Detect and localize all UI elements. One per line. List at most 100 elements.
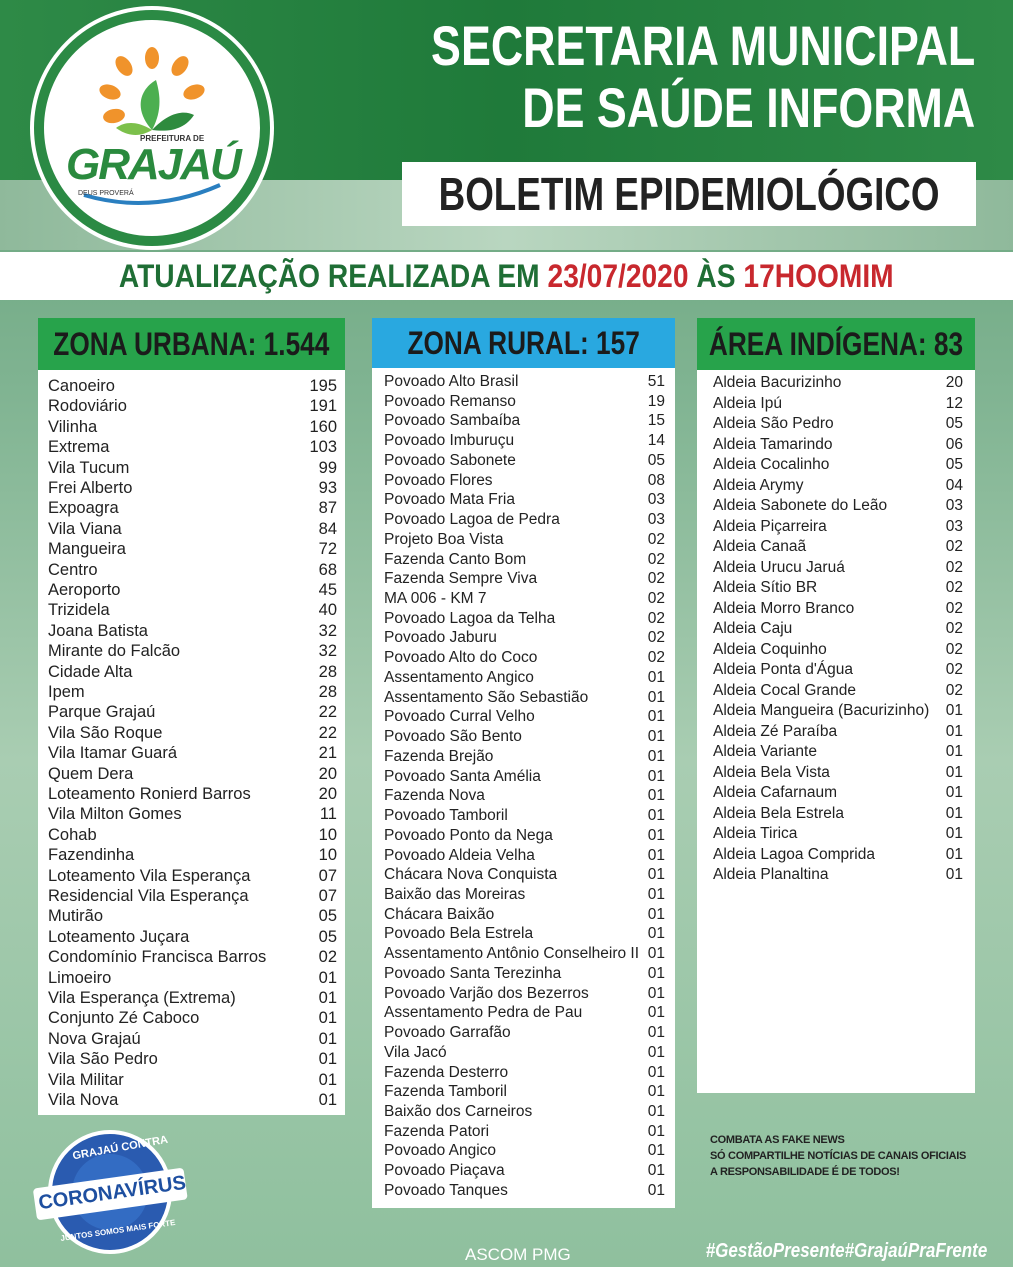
list-row: Aldeia São Pedro 05 <box>713 415 963 433</box>
place-name: Conjunto Zé Caboco <box>48 1009 200 1028</box>
list-row: Loteamento Ronierd Barros 20 <box>48 785 337 804</box>
case-count: 01 <box>647 1083 665 1101</box>
case-count: 68 <box>318 560 337 579</box>
place-name: Povoado Alto do Coco <box>384 649 538 667</box>
place-name: Assentamento Antônio Conselheiro II <box>384 945 640 963</box>
case-count: 20 <box>945 374 963 391</box>
column-header: ZONA URBANA: 1.544 <box>38 318 345 370</box>
list-row: Mirante do Falcão 32 <box>48 642 337 661</box>
case-count: 02 <box>945 538 963 555</box>
place-name: Aldeia Urucu Jaruá <box>713 558 845 576</box>
place-name: Aldeia Ipú <box>713 394 782 412</box>
case-count: 07 <box>318 866 337 885</box>
list-row: Aldeia Urucu Jaruá 02 <box>713 559 963 577</box>
place-name: Aldeia Mangueira (Bacurizinho) <box>713 702 930 719</box>
case-count: 01 <box>318 1091 337 1109</box>
case-count: 01 <box>945 763 963 781</box>
place-name: Aldeia Cocal Grande <box>713 681 857 699</box>
place-name: Aldeia Cafarnaum <box>713 784 838 801</box>
list-row: Fazendinha 10 <box>48 846 337 865</box>
place-name: Povoado Lagoa da Telha <box>384 609 556 627</box>
list-row: Projeto Boa Vista 02 <box>384 531 665 549</box>
case-count: 01 <box>318 1050 337 1069</box>
hashtags: #GestãoPresente#GrajaúPraFrente <box>705 1240 987 1262</box>
list-row: Fazenda Brejão 01 <box>384 748 665 766</box>
case-count: 87 <box>318 499 337 518</box>
place-name: Vila Jacó <box>384 1043 447 1061</box>
place-name: Aldeia Bacurizinho <box>713 374 842 391</box>
case-count: 02 <box>945 661 963 678</box>
list-row: Aldeia Bacurizinho 20 <box>713 374 963 392</box>
list-row: MA 006 - KM 7 02 <box>384 590 665 608</box>
place-name: Mangueira <box>48 540 126 559</box>
credit: ASCOM PMG <box>465 1245 571 1264</box>
case-count: 84 <box>318 519 337 538</box>
case-count: 01 <box>647 708 665 726</box>
place-name: Aldeia Sabonete do Leão <box>713 497 888 514</box>
case-count: 93 <box>318 479 337 497</box>
subtitle-box: BOLETIM EPIDEMIOLÓGICO <box>402 162 976 226</box>
case-count: 40 <box>318 601 337 620</box>
list-row: Rodoviário 191 <box>48 397 337 416</box>
list-row: Povoado Ponto da Nega 01 <box>384 827 665 845</box>
list-row: Loteamento Juçara 05 <box>48 928 337 947</box>
update-date: 23/07/2020 <box>547 257 689 294</box>
list-row: Povoado Lagoa de Pedra 03 <box>384 511 665 529</box>
place-name: Fazenda Tamboril <box>384 1083 507 1101</box>
case-count: 06 <box>945 435 963 453</box>
place-name: Condomínio Francisca Barros <box>48 948 267 967</box>
list-row: Vila Militar 01 <box>48 1071 337 1090</box>
list-row: Aldeia Tamarindo 06 <box>713 436 963 454</box>
case-count: 160 <box>309 417 337 436</box>
case-count: 01 <box>647 1122 665 1140</box>
case-count: 01 <box>945 825 963 842</box>
case-count: 01 <box>647 688 665 706</box>
place-name: Vila Itamar Guará <box>48 744 178 763</box>
case-count: 28 <box>318 662 337 681</box>
place-name: Povoado Alto Brasil <box>384 373 519 390</box>
place-name: Assentamento Pedra de Pau <box>384 1004 583 1022</box>
case-count: 02 <box>647 570 665 588</box>
place-name: Aldeia Caju <box>713 620 793 637</box>
place-name: Aldeia São Pedro <box>713 415 834 432</box>
rural-column: ZONA RURAL: 157 Povoado Alto Brasil 51 Pov… <box>372 318 675 1208</box>
place-name: Aldeia Piçarreira <box>713 517 827 535</box>
case-count: 05 <box>945 456 963 473</box>
notice-line: SÓ COMPARTILHE NOTÍCIAS DE CANAIS OFICIA… <box>710 1150 967 1162</box>
place-name: Vila São Pedro <box>48 1050 158 1069</box>
notice-line: COMBATA AS FAKE NEWS <box>710 1134 845 1146</box>
list-row: Vila Viana 84 <box>48 520 337 539</box>
list-row: Povoado Santa Terezinha 01 <box>384 965 665 983</box>
list-row: Povoado Jaburu 02 <box>384 629 665 647</box>
list-row: Frei Alberto 93 <box>48 479 337 498</box>
list-row: Aldeia Coquinho 02 <box>713 641 963 659</box>
place-name: Aldeia Sítio BR <box>713 579 818 596</box>
place-name: Povoado Aldeia Velha <box>384 846 535 864</box>
list-row: Baixão dos Carneiros 01 <box>384 1103 665 1121</box>
list-row: Nova Grajaú 01 <box>48 1030 337 1049</box>
list-row: Aldeia Sítio BR 02 <box>713 579 963 597</box>
case-count: 45 <box>318 581 337 599</box>
place-name: Povoado Sabonete <box>384 451 516 469</box>
list-row: Povoado Mata Fria 03 <box>384 491 665 509</box>
case-count: 19 <box>647 392 665 410</box>
case-count: 07 <box>318 887 337 905</box>
place-name: Povoado Mata Fria <box>384 491 515 509</box>
place-name: Vila Tucum <box>48 458 130 477</box>
list-row: Aldeia Caju 02 <box>713 620 963 638</box>
case-count: 01 <box>945 743 963 760</box>
place-name: Trizidela <box>48 601 110 620</box>
case-count: 03 <box>647 491 665 509</box>
list-row: Vila Nova 01 <box>48 1091 337 1110</box>
case-count: 01 <box>647 925 665 943</box>
place-name: Extrema <box>48 438 110 457</box>
list-row: Povoado Aldeia Velha 01 <box>384 847 665 865</box>
case-count: 01 <box>647 1181 665 1199</box>
list-row: Povoado Remanso 19 <box>384 393 665 411</box>
list-row: Fazenda Canto Bom 02 <box>384 551 665 569</box>
place-name: Mutirão <box>48 907 104 926</box>
place-name: Ipem <box>48 683 85 701</box>
place-name: Canoeiro <box>48 377 115 395</box>
place-name: Frei Alberto <box>48 479 133 497</box>
place-name: Aldeia Ponta d'Água <box>713 661 853 678</box>
